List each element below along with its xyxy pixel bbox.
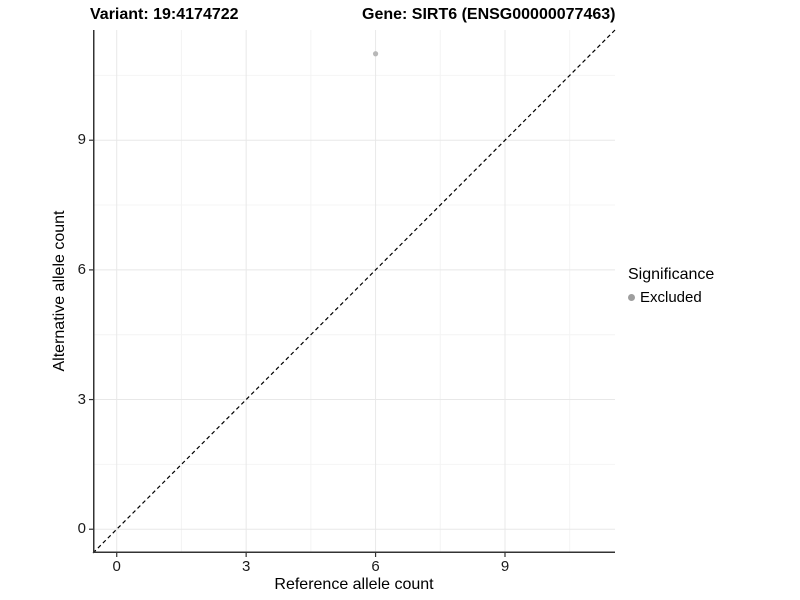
data-point: [372, 51, 379, 57]
scatter-plot-canvas: [89, 29, 616, 557]
y-axis-label: Alternative allele count: [51, 210, 68, 372]
plot-title-gene: Gene: SIRT6 (ENSG00000077463): [362, 6, 616, 23]
legend: Significance Excluded: [628, 266, 714, 306]
legend-item-excluded: Excluded: [628, 289, 714, 306]
y-tick-label: 9: [77, 131, 86, 149]
legend-item-label: Excluded: [640, 289, 702, 306]
x-tick-label: 9: [500, 558, 510, 575]
x-tick-label: 3: [241, 558, 251, 575]
x-tick-label: 0: [112, 558, 121, 575]
x-tick-label: 6: [371, 558, 380, 575]
legend-point-icon: [628, 294, 635, 301]
identity-reference-line: [92, 29, 616, 554]
y-tick-label: 3: [77, 390, 86, 408]
x-axis-label: Reference allele count: [274, 576, 434, 593]
legend-title: Significance: [628, 266, 715, 283]
y-tick-label: 6: [77, 260, 86, 278]
plot-panel: [89, 29, 616, 557]
plot-title-variant: Variant: 19:4174722: [90, 6, 239, 23]
y-tick-label: 0: [77, 520, 86, 538]
